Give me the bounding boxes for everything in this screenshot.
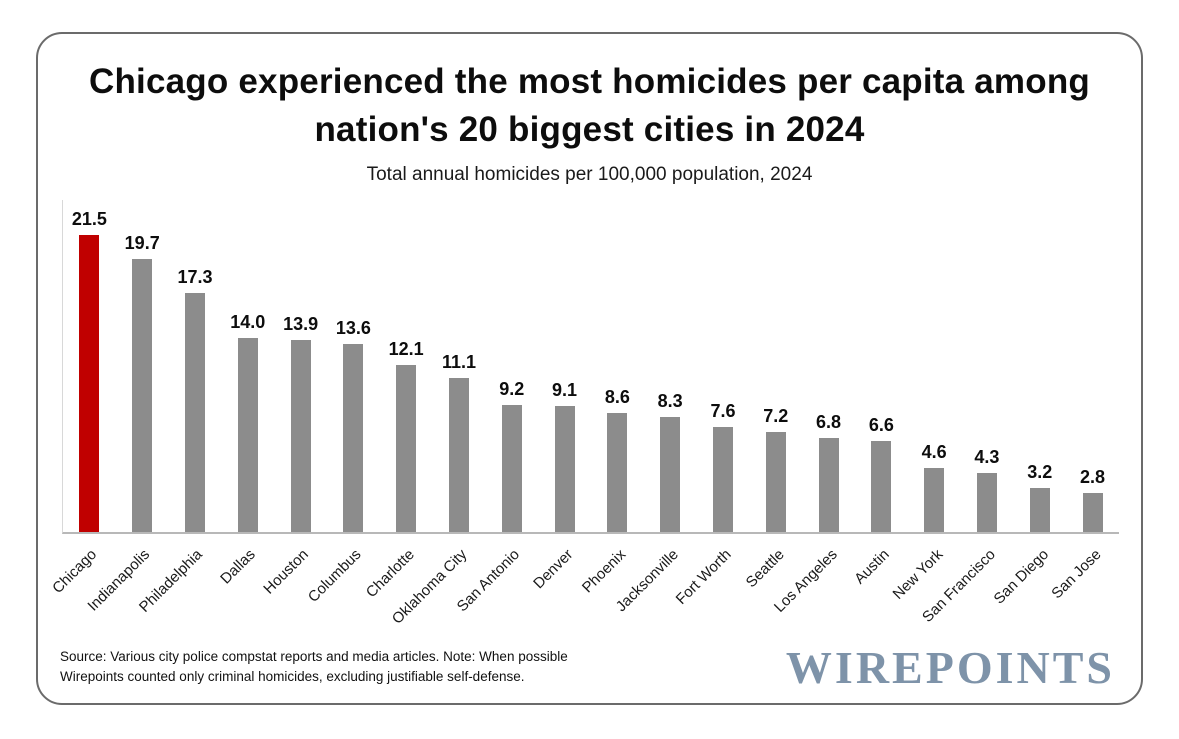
x-axis-label: Dallas xyxy=(217,546,259,588)
x-axis-labels: Chicago Indianapolis Philadelphia Dallas Hou… xyxy=(49,534,1119,652)
bar-column: 13.9 xyxy=(274,314,327,532)
bar xyxy=(871,440,892,532)
source-note-line: Source: Various city police compstat rep… xyxy=(60,648,568,664)
bar xyxy=(501,404,522,532)
bar-column: 17.3 xyxy=(169,267,222,532)
bar xyxy=(448,378,469,532)
bar-column: 3.2 xyxy=(1013,462,1066,532)
value-label: 11.1 xyxy=(441,352,476,373)
bar-chart: 21.5 19.7 17.3 14.0 13.9 13.6 12.1 11.1 9.2 9.1 8.… xyxy=(49,200,1119,652)
bar xyxy=(660,417,681,532)
bar-column: 2.8 xyxy=(1066,467,1119,532)
value-label: 7.6 xyxy=(710,400,736,421)
value-label: 12.1 xyxy=(388,338,424,359)
bar xyxy=(607,413,628,532)
value-label: 13.6 xyxy=(335,317,371,338)
bar-column: 8.6 xyxy=(591,387,644,532)
bar-column: 6.6 xyxy=(855,415,908,532)
chart-title: Chicago experienced the most homicides p… xyxy=(89,62,1090,149)
bar xyxy=(1029,487,1050,532)
value-label: 8.6 xyxy=(604,387,630,408)
bar-column: 6.8 xyxy=(802,412,855,532)
chart-footer: Source: Various city police compstat rep… xyxy=(60,641,1115,693)
bar xyxy=(343,343,364,532)
chart-subtitle: Total annual homicides per 100,000 popul… xyxy=(366,164,813,185)
bar-column: 19.7 xyxy=(116,233,169,532)
bar xyxy=(132,259,153,532)
bar xyxy=(924,468,945,532)
plot-area: 21.5 19.7 17.3 14.0 13.9 13.6 12.1 11.1 9.2 9.1 8.… xyxy=(62,200,1119,534)
x-axis-tick: San Antonio xyxy=(454,534,538,652)
x-axis-tick: Dallas xyxy=(217,534,274,652)
bar xyxy=(290,339,311,532)
value-label: 21.5 xyxy=(71,208,107,229)
x-axis-tick: Los Angeles xyxy=(770,534,855,652)
x-axis-label: Austin xyxy=(851,546,894,588)
bar-column: 8.3 xyxy=(644,391,697,532)
value-label: 3.2 xyxy=(1027,461,1053,482)
source-note-line: Wirepoints counted only criminal homicid… xyxy=(60,668,525,684)
bar-column: 11.1 xyxy=(433,352,486,532)
value-label: 8.3 xyxy=(657,391,683,412)
value-label: 19.7 xyxy=(124,233,160,254)
source-note: Source: Various city police compstat rep… xyxy=(60,647,568,688)
value-label: 4.6 xyxy=(921,442,947,463)
value-label: 6.6 xyxy=(868,414,894,435)
chart-card: Chicago experienced the most homicides p… xyxy=(36,32,1143,705)
x-axis-label: Chicago xyxy=(49,546,101,597)
wirepoints-logo: WIREPOINTS xyxy=(785,641,1115,693)
bar xyxy=(79,234,100,532)
bar-column: 4.6 xyxy=(908,442,961,532)
bar xyxy=(184,292,205,532)
value-label: 2.8 xyxy=(1080,467,1106,488)
x-axis-tick: Denver xyxy=(530,534,591,652)
bar xyxy=(818,437,839,532)
bar xyxy=(396,364,417,532)
x-axis-label: Denver xyxy=(529,546,577,593)
value-label: 7.2 xyxy=(763,406,789,427)
bar-column: 9.2 xyxy=(485,379,538,532)
bar-column: 7.2 xyxy=(749,406,802,532)
x-axis-tick: Philadelphia xyxy=(136,534,221,652)
value-label: 13.9 xyxy=(283,313,319,334)
bar-column: 12.1 xyxy=(380,339,433,532)
bar xyxy=(554,406,575,532)
value-label: 14.0 xyxy=(230,312,266,333)
bar xyxy=(765,432,786,532)
bar-column: 13.6 xyxy=(327,318,380,532)
bar xyxy=(1082,493,1103,532)
bar xyxy=(712,426,733,532)
value-label: 4.3 xyxy=(974,446,1000,467)
bar-column: 4.3 xyxy=(961,447,1014,532)
bar-column: 14.0 xyxy=(221,312,274,532)
value-label: 6.8 xyxy=(816,411,842,432)
value-label: 17.3 xyxy=(177,266,213,287)
bar-column: 7.6 xyxy=(697,401,750,532)
x-axis-tick: Fort Worth xyxy=(673,534,749,652)
bar xyxy=(976,472,997,532)
value-label: 9.1 xyxy=(552,380,578,401)
bar-column: 9.1 xyxy=(538,380,591,532)
bar-column: 21.5 xyxy=(63,209,116,532)
bar xyxy=(237,338,258,532)
x-axis-tick: San Jose xyxy=(1048,534,1119,652)
value-label: 9.2 xyxy=(499,378,525,399)
x-axis-label: Seattle xyxy=(742,546,788,592)
